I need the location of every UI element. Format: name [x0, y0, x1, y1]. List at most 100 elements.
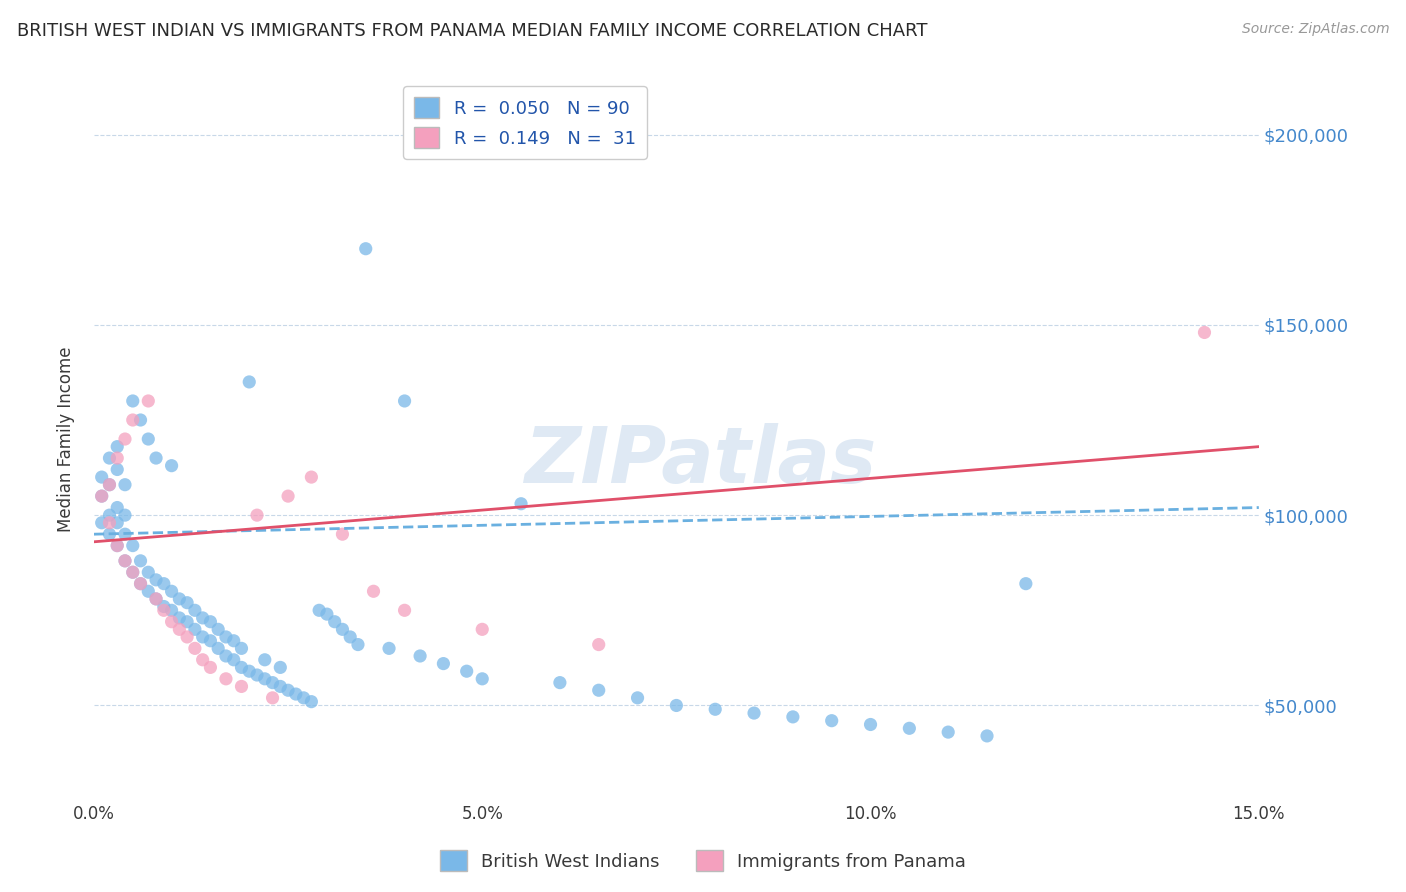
Point — [269, 660, 291, 674]
Point — [136, 394, 159, 409]
Point — [169, 623, 191, 637]
Point — [231, 660, 253, 674]
Point — [176, 630, 198, 644]
Point — [588, 683, 610, 698]
Point — [277, 489, 299, 503]
Point — [339, 630, 361, 644]
Point — [114, 477, 136, 491]
Point — [98, 527, 121, 541]
Point — [548, 675, 571, 690]
Point — [105, 451, 128, 466]
Point — [238, 375, 260, 389]
Point — [253, 672, 276, 686]
Y-axis label: Median Family Income: Median Family Income — [58, 346, 75, 532]
Point — [184, 641, 207, 656]
Point — [246, 668, 269, 682]
Point — [160, 603, 183, 617]
Point — [976, 729, 998, 743]
Point — [105, 539, 128, 553]
Point — [90, 489, 112, 503]
Point — [394, 394, 416, 409]
Point — [456, 664, 478, 678]
Point — [936, 725, 959, 739]
Point — [207, 623, 229, 637]
Point — [246, 508, 269, 523]
Point — [222, 653, 245, 667]
Point — [292, 690, 315, 705]
Point — [90, 489, 112, 503]
Point — [136, 584, 159, 599]
Point — [114, 508, 136, 523]
Point — [347, 638, 370, 652]
Point — [215, 648, 238, 663]
Point — [153, 603, 176, 617]
Point — [145, 451, 167, 466]
Legend: R =  0.050   N = 90, R =  0.149   N =  31: R = 0.050 N = 90, R = 0.149 N = 31 — [404, 87, 647, 159]
Legend: British West Indians, Immigrants from Panama: British West Indians, Immigrants from Pa… — [433, 843, 973, 879]
Point — [176, 596, 198, 610]
Text: BRITISH WEST INDIAN VS IMMIGRANTS FROM PANAMA MEDIAN FAMILY INCOME CORRELATION C: BRITISH WEST INDIAN VS IMMIGRANTS FROM P… — [17, 22, 928, 40]
Point — [136, 566, 159, 580]
Point — [588, 638, 610, 652]
Point — [222, 633, 245, 648]
Point — [184, 603, 207, 617]
Point — [471, 672, 494, 686]
Point — [129, 413, 152, 427]
Point — [432, 657, 454, 671]
Point — [114, 527, 136, 541]
Point — [262, 675, 284, 690]
Point — [378, 641, 401, 656]
Point — [704, 702, 727, 716]
Point — [215, 672, 238, 686]
Point — [136, 432, 159, 446]
Point — [323, 615, 346, 629]
Point — [145, 591, 167, 606]
Point — [665, 698, 688, 713]
Point — [200, 660, 222, 674]
Point — [200, 633, 222, 648]
Point — [859, 717, 882, 731]
Point — [153, 576, 176, 591]
Point — [253, 653, 276, 667]
Point — [121, 539, 143, 553]
Point — [98, 451, 121, 466]
Point — [332, 623, 354, 637]
Point — [742, 706, 765, 720]
Point — [153, 599, 176, 614]
Point — [284, 687, 307, 701]
Point — [277, 683, 299, 698]
Point — [363, 584, 385, 599]
Point — [114, 554, 136, 568]
Text: Source: ZipAtlas.com: Source: ZipAtlas.com — [1241, 22, 1389, 37]
Point — [184, 623, 207, 637]
Point — [207, 641, 229, 656]
Point — [262, 690, 284, 705]
Point — [145, 573, 167, 587]
Point — [105, 440, 128, 454]
Point — [1015, 576, 1038, 591]
Point — [98, 477, 121, 491]
Point — [191, 630, 214, 644]
Point — [308, 603, 330, 617]
Point — [200, 615, 222, 629]
Point — [231, 680, 253, 694]
Point — [105, 539, 128, 553]
Point — [121, 394, 143, 409]
Point — [191, 611, 214, 625]
Point — [269, 680, 291, 694]
Point — [90, 470, 112, 484]
Point — [510, 497, 533, 511]
Point — [145, 591, 167, 606]
Point — [160, 458, 183, 473]
Point — [394, 603, 416, 617]
Point — [299, 470, 322, 484]
Point — [98, 516, 121, 530]
Point — [169, 591, 191, 606]
Point — [90, 516, 112, 530]
Point — [98, 477, 121, 491]
Point — [114, 432, 136, 446]
Point — [898, 721, 921, 735]
Point — [98, 508, 121, 523]
Point — [471, 623, 494, 637]
Point — [316, 607, 339, 621]
